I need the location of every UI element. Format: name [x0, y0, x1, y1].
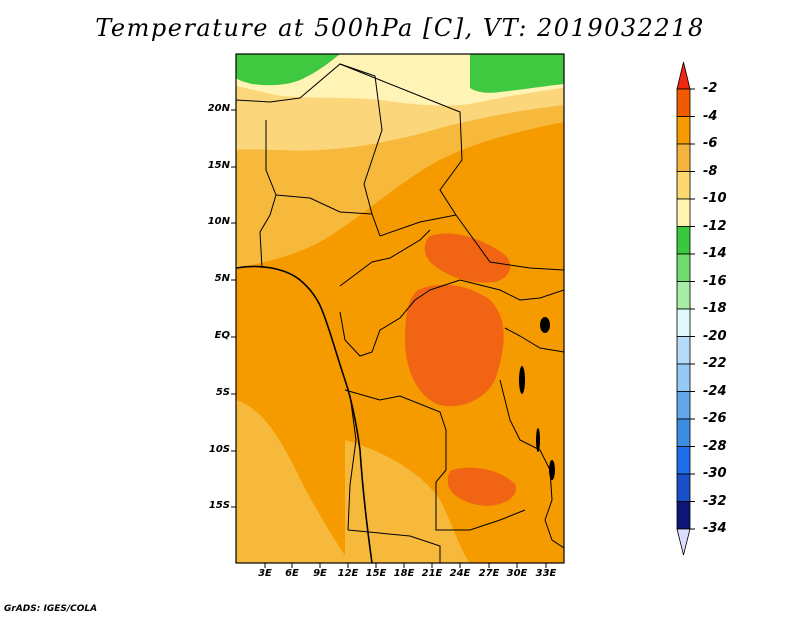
grads-credit: GrADS: IGES/COLA: [4, 604, 98, 614]
longitude-label: 6E: [285, 568, 299, 579]
latitude-label: 10N: [207, 216, 230, 227]
colorbar-top-arrow: [676, 61, 691, 90]
colorbar-label: -24: [703, 383, 727, 399]
colorbar-label: -26: [703, 411, 727, 426]
longitude-label: 3E: [258, 568, 272, 579]
latitude-label: 20N: [207, 103, 230, 114]
colorbar-swatch: [676, 143, 691, 172]
latitude-label: EQ: [214, 330, 230, 341]
coastline: [236, 265, 373, 563]
field-warm-core-central: [405, 284, 504, 407]
longitude-label: 27E: [478, 568, 500, 579]
colorbar-swatch: [676, 336, 691, 365]
colorbar-label: -28: [703, 438, 727, 454]
colorbar-label: -32: [703, 493, 727, 509]
colorbar-swatch: [676, 418, 691, 447]
longitude-label: 33E: [535, 568, 557, 579]
colorbar-label: -18: [703, 301, 727, 316]
colorbar-swatch: [676, 281, 691, 310]
colorbar-label: -22: [703, 356, 727, 371]
colorbar: [676, 61, 695, 556]
colorbar-swatch: [676, 308, 691, 337]
field-minus-12-east: [470, 54, 564, 93]
latitude-label: 5S: [215, 387, 230, 398]
colorbar-label: -12: [703, 218, 727, 234]
colorbar-swatch: [676, 88, 691, 117]
colorbar-label: -2: [703, 81, 718, 96]
longitude-label: 12E: [337, 568, 359, 579]
longitude-label: 18E: [393, 568, 415, 579]
colorbar-swatch: [676, 363, 691, 392]
colorbar-swatch: [676, 171, 691, 200]
lakes: [519, 317, 555, 480]
country-borders: [236, 63, 564, 563]
longitude-ticks: [264, 563, 547, 568]
colorbar-bottom-arrow: [676, 528, 691, 556]
plot-frame: [235, 53, 565, 564]
contour-field: [236, 54, 564, 563]
colorbar-label: -10: [703, 191, 727, 206]
colorbar-label: -34: [703, 521, 727, 536]
longitude-label: 15E: [365, 568, 387, 579]
colorbar-swatch: [676, 198, 691, 227]
latitude-ticks: [231, 109, 236, 508]
colorbar-label: -6: [703, 136, 718, 151]
colorbar-label: -20: [703, 328, 727, 344]
colorbar-swatch: [676, 116, 691, 145]
colorbar-label: -8: [703, 163, 718, 179]
colorbar-swatch: [676, 226, 691, 255]
colorbar-swatch: [676, 473, 691, 502]
colorbar-label: -16: [703, 273, 727, 289]
latitude-label: 15N: [207, 160, 230, 171]
field-minus-4-zone: [236, 122, 564, 563]
map-title: Temperature at 500hPa [C], VT: 201903221…: [95, 14, 705, 42]
colorbar-swatch: [676, 391, 691, 420]
field-minus-6-southwest: [236, 400, 350, 563]
colorbar-swatch: [676, 501, 691, 530]
colorbar-label: -30: [703, 466, 727, 481]
latitude-label: 10S: [208, 444, 230, 455]
colorbar-label: -4: [703, 108, 718, 124]
latitude-label: 15S: [208, 500, 230, 511]
field-warm-core-north: [424, 233, 511, 283]
colorbar-swatch: [676, 253, 691, 282]
latitude-label: 5N: [214, 273, 230, 284]
longitude-label: 30E: [506, 568, 528, 579]
field-minus-12-west: [236, 54, 340, 86]
longitude-label: 24E: [449, 568, 471, 579]
colorbar-swatch: [676, 446, 691, 475]
longitude-label: 21E: [421, 568, 443, 579]
colorbar-label: -14: [703, 246, 727, 261]
field-warm-core-south: [447, 467, 516, 506]
longitude-label: 9E: [313, 568, 327, 579]
